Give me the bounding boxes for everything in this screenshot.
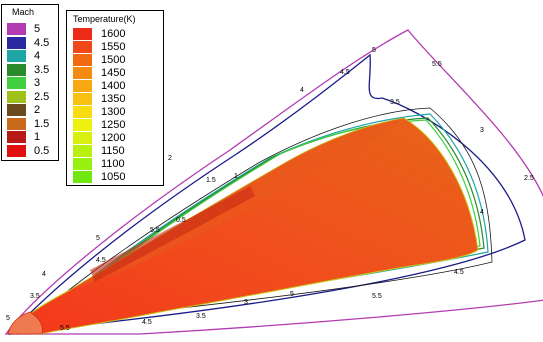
temperature-legend-label: 1050 xyxy=(101,171,125,183)
mach-legend-label: 3.5 xyxy=(34,64,49,76)
contour-label: 3.5 xyxy=(30,293,40,300)
mach-legend-swatch xyxy=(7,118,26,130)
temperature-legend-title: Temperature(K) xyxy=(73,14,136,24)
contour-label: 2 xyxy=(168,155,172,162)
contour-label: 4.5 xyxy=(340,69,350,76)
contour-label: 5.5 xyxy=(150,227,160,234)
contour-label: 4 xyxy=(300,87,304,94)
contour-label: 1.5 xyxy=(206,177,216,184)
temperature-legend-swatch xyxy=(73,171,92,183)
temperature-legend-label: 1350 xyxy=(101,93,125,105)
contour-label: 3.5 xyxy=(390,99,400,106)
mach-legend-label: 1.5 xyxy=(34,118,49,130)
contour-label: 5 xyxy=(372,47,376,54)
mach-legend-label: 2 xyxy=(34,104,40,116)
temperature-legend-label: 1250 xyxy=(101,119,125,131)
contour-label: 4 xyxy=(480,209,484,216)
contour-label: 3.5 xyxy=(196,313,206,320)
temperature-legend-swatch xyxy=(73,106,92,118)
temperature-legend: Temperature(K) 1600 1550 1500 1450 1400 1350 1… xyxy=(66,10,164,186)
contour-label: 4 xyxy=(42,271,46,278)
contour-label: 4.5 xyxy=(142,319,152,326)
contour-label: 5 xyxy=(290,291,294,298)
contour-label: 5 xyxy=(6,315,10,322)
temperature-legend-label: 1400 xyxy=(101,80,125,92)
mach-legend-swatch xyxy=(7,104,26,116)
mach-legend-swatch xyxy=(7,131,26,143)
contour-label: 5.5 xyxy=(372,293,382,300)
contour-label: 2.5 xyxy=(524,175,534,182)
mach-legend-swatch xyxy=(7,37,26,49)
temperature-legend-swatch xyxy=(73,93,92,105)
mach-legend-swatch xyxy=(7,145,26,157)
mach-legend-swatch xyxy=(7,77,26,89)
temperature-legend-label: 1300 xyxy=(101,106,125,118)
mach-legend-swatch xyxy=(7,50,26,62)
contour-label: 4.5 xyxy=(454,269,464,276)
temperature-legend-swatch xyxy=(73,80,92,92)
contour-label: 5.5 xyxy=(60,325,70,332)
mach-legend-label: 4.5 xyxy=(34,37,49,49)
mach-legend-swatch xyxy=(7,64,26,76)
contour-label: 1 xyxy=(234,173,238,180)
mach-legend-label: 2.5 xyxy=(34,91,49,103)
mach-legend-label: 4 xyxy=(34,50,40,62)
contour-label: 3 xyxy=(244,299,248,306)
temperature-legend-swatch xyxy=(73,54,92,66)
mach-legend-swatch xyxy=(7,23,26,35)
temperature-legend-label: 1600 xyxy=(101,28,125,40)
temperature-legend-label: 1100 xyxy=(101,158,125,170)
contour-label: 0.5 xyxy=(176,217,186,224)
temperature-legend-swatch xyxy=(73,41,92,53)
temperature-legend-swatch xyxy=(73,28,92,40)
temperature-legend-label: 1150 xyxy=(101,145,125,157)
mach-legend-swatch xyxy=(7,91,26,103)
temperature-legend-label: 1200 xyxy=(101,132,125,144)
mach-legend-label: 5 xyxy=(34,23,40,35)
temperature-legend-swatch xyxy=(73,158,92,170)
contour-label: 3 xyxy=(480,127,484,134)
temperature-legend-swatch xyxy=(73,67,92,79)
temperature-legend-swatch xyxy=(73,145,92,157)
temperature-legend-label: 1500 xyxy=(101,54,125,66)
mach-legend-label: 3 xyxy=(34,77,40,89)
temperature-legend-label: 1450 xyxy=(101,67,125,79)
temperature-legend-swatch xyxy=(73,119,92,131)
temperature-legend-label: 1550 xyxy=(101,41,125,53)
contour-label: 5 xyxy=(96,235,100,242)
mach-legend-label: 0.5 xyxy=(34,145,49,157)
mach-legend-label: 1 xyxy=(34,131,40,143)
mach-legend-title: Mach xyxy=(12,7,34,17)
contour-label: 5.5 xyxy=(432,61,442,68)
mach-legend: Mach 5 4.5 4 3.5 3 2.5 2 1.5 1 0.5 xyxy=(1,4,59,161)
contour-label: 4.5 xyxy=(96,257,106,264)
temperature-legend-swatch xyxy=(73,132,92,144)
